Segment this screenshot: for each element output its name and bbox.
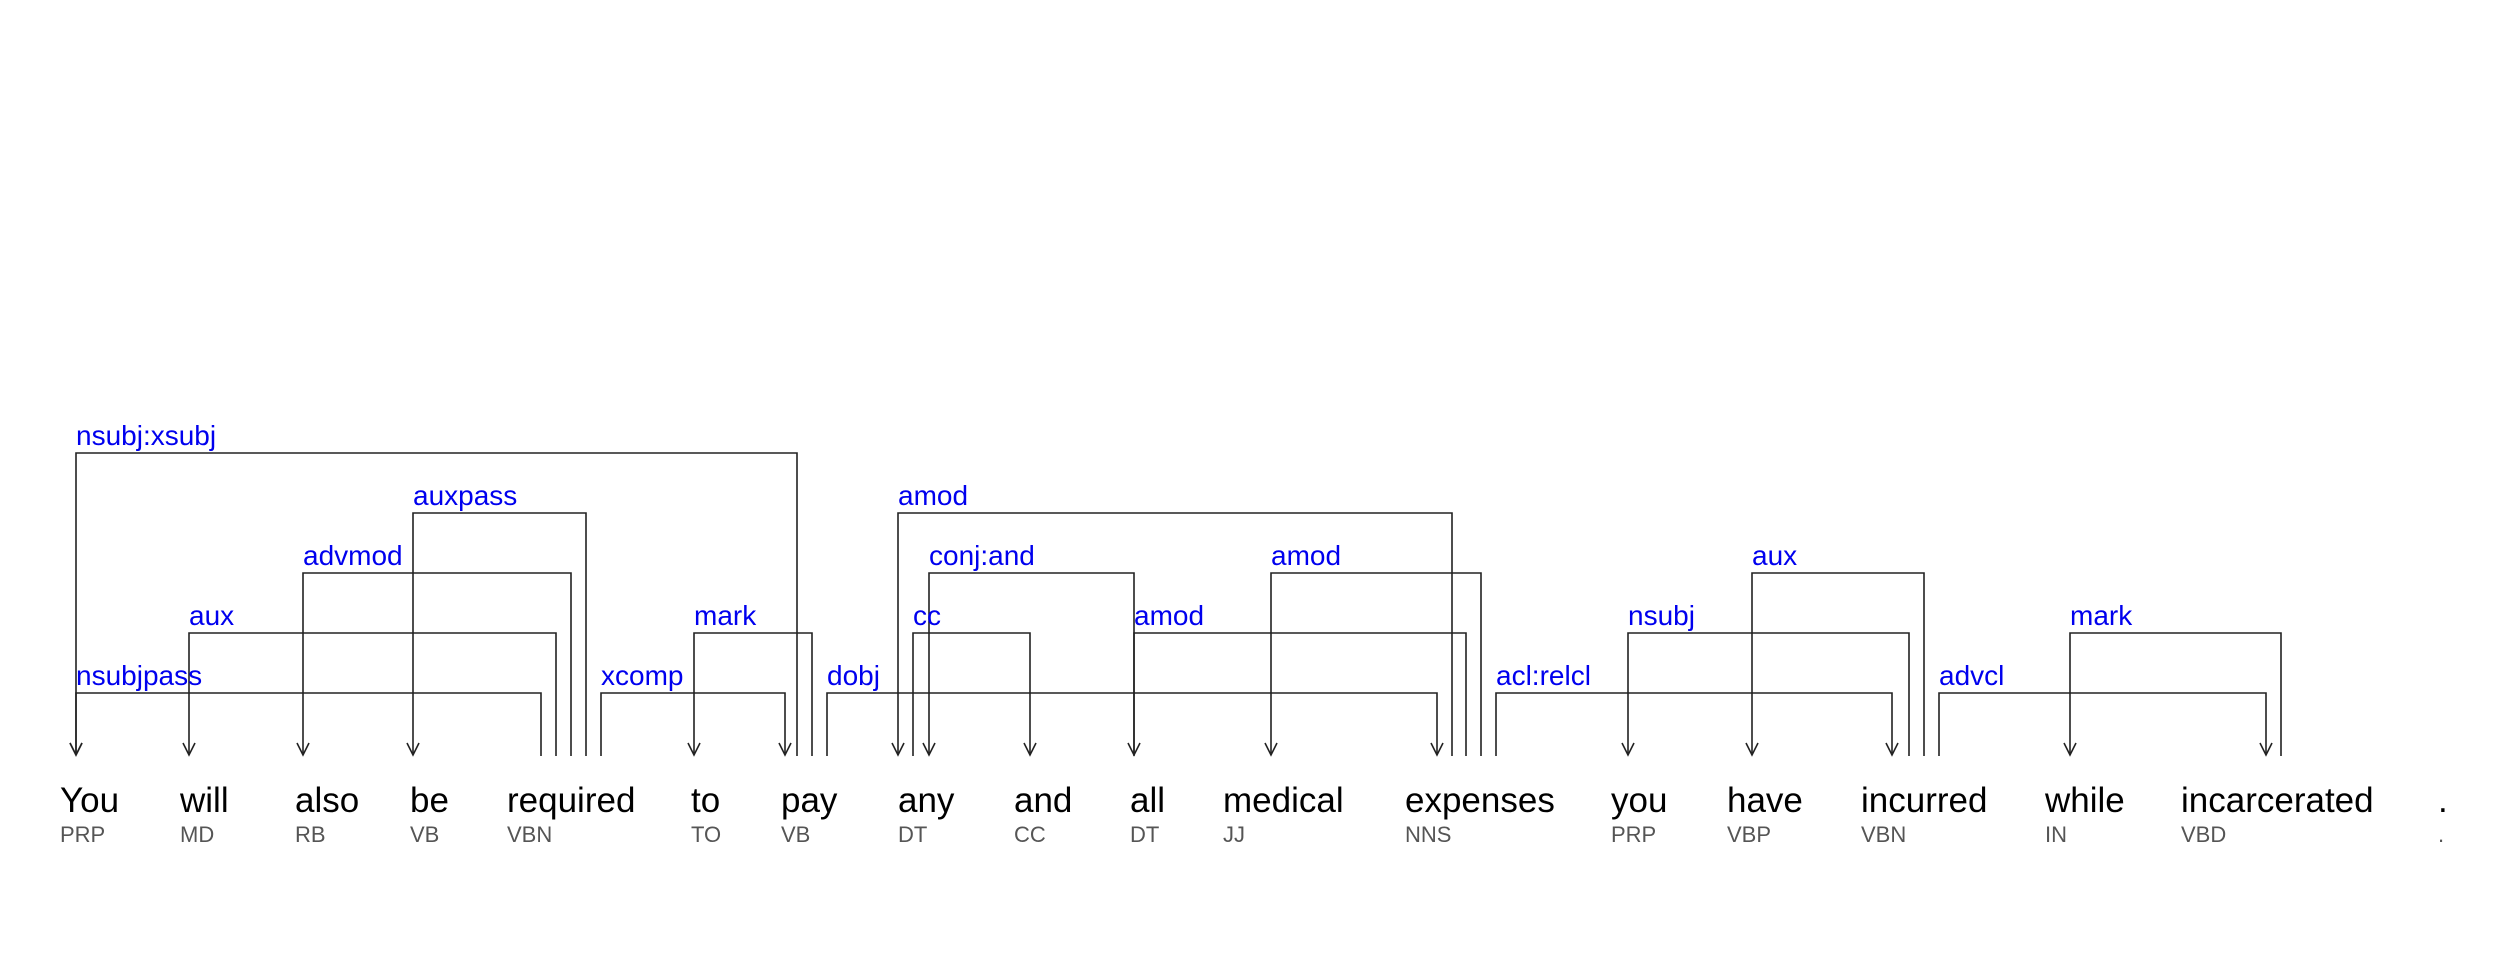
dependency-arc (1627, 632, 1910, 756)
arrowhead-icon (182, 742, 196, 757)
arrowhead-icon (406, 742, 420, 757)
relation-label: dobj (827, 660, 880, 691)
dependency-arc (1495, 692, 1893, 756)
token-pos-tag: . (2438, 822, 2444, 847)
token-word: You (60, 781, 119, 820)
token-word: expenses (1405, 781, 1555, 820)
token-pos-tag: JJ (1223, 822, 1245, 847)
token-pos-tag: NNS (1405, 822, 1451, 847)
relation-label: mark (2070, 600, 2133, 631)
token-word: pay (781, 781, 838, 820)
token-word: any (898, 781, 955, 820)
arrowhead-icon (891, 742, 905, 757)
relation-label: aux (189, 600, 234, 631)
dependency-arc (75, 692, 542, 756)
token-pos-tag: RB (295, 822, 326, 847)
relation-label: aux (1752, 540, 1797, 571)
arrowhead-icon (296, 742, 310, 757)
token-pos-tag: IN (2045, 822, 2067, 847)
dependency-arc (1938, 692, 2267, 756)
dependency-arc (75, 452, 798, 756)
dependency-arc (1751, 572, 1925, 756)
relation-label: amod (1271, 540, 1341, 571)
token-pos-tag: DT (898, 822, 927, 847)
token-pos-tag: VBN (1861, 822, 1906, 847)
dependency-arc (1270, 572, 1482, 756)
dependency-arc (693, 632, 813, 756)
token-word: medical (1223, 781, 1344, 820)
token-word: incarcerated (2181, 781, 2374, 820)
relation-label: advcl (1939, 660, 2004, 691)
arrowhead-icon (1127, 742, 1141, 757)
relation-label: nsubj (1628, 600, 1695, 631)
relation-label: nsubjpass (76, 660, 202, 691)
arrowhead-icon (2259, 742, 2273, 757)
token-word: while (2044, 781, 2125, 820)
token-pos-tag: VB (410, 822, 439, 847)
dependency-arc (897, 512, 1453, 756)
token-word: will (179, 781, 229, 820)
token-pos-tag: VB (781, 822, 810, 847)
token-word: to (691, 781, 720, 820)
relation-label: mark (694, 600, 757, 631)
dependency-arc (826, 692, 1438, 756)
relation-label: amod (898, 480, 968, 511)
relation-label: cc (913, 600, 941, 631)
token-pos-tag: PRP (60, 822, 105, 847)
token-word: required (507, 781, 635, 820)
token-pos-tag: DT (1130, 822, 1159, 847)
arrowhead-icon (1264, 742, 1278, 757)
relation-label: xcomp (601, 660, 683, 691)
relation-label: acl:relcl (1496, 660, 1591, 691)
relation-labels: nsubj:xsubj auxpass advmod aux nsubjpass xcom… (76, 420, 2133, 691)
dependency-arcs (69, 452, 2282, 757)
arrowhead-icon (687, 742, 701, 757)
arrowhead-icon (69, 742, 83, 757)
relation-label: conj:and (929, 540, 1035, 571)
token-pos-tag: MD (180, 822, 214, 847)
token-pos-tag: CC (1014, 822, 1046, 847)
dependency-arc (600, 692, 786, 756)
relation-label: advmod (303, 540, 403, 571)
token-word: be (410, 781, 449, 820)
sentence-tokens: YouPRPwillMDalsoRBbeVBrequiredVBNtoTOpay… (60, 781, 2448, 847)
token-word: incurred (1861, 781, 1987, 820)
token-word: . (2438, 781, 2448, 820)
arrowhead-icon (778, 742, 792, 757)
arrowhead-icon (922, 742, 936, 757)
arrowhead-icon (1885, 742, 1899, 757)
token-pos-tag: VBN (507, 822, 552, 847)
dependency-arc (912, 632, 1031, 756)
token-pos-tag: TO (691, 822, 721, 847)
dependency-arc (1133, 632, 1467, 756)
dependency-arc (302, 572, 572, 756)
token-word: you (1611, 781, 1667, 820)
arrowhead-icon (1023, 742, 1037, 757)
relation-label: amod (1134, 600, 1204, 631)
token-pos-tag: VBP (1727, 822, 1771, 847)
arrowhead-icon (1621, 742, 1635, 757)
relation-label: nsubj:xsubj (76, 420, 216, 451)
dependency-arc (2069, 632, 2282, 756)
token-pos-tag: PRP (1611, 822, 1656, 847)
token-word: all (1130, 781, 1165, 820)
dependency-arc (928, 572, 1135, 756)
dependency-arc (188, 632, 557, 756)
token-pos-tag: VBD (2181, 822, 2226, 847)
dependency-arc (412, 512, 587, 756)
arrowhead-icon (1745, 742, 1759, 757)
relation-label: auxpass (413, 480, 517, 511)
arrowhead-icon (1430, 742, 1444, 757)
arrowhead-icon (2063, 742, 2077, 757)
token-word: and (1014, 781, 1072, 820)
token-word: have (1727, 781, 1803, 820)
token-word: also (295, 781, 359, 820)
